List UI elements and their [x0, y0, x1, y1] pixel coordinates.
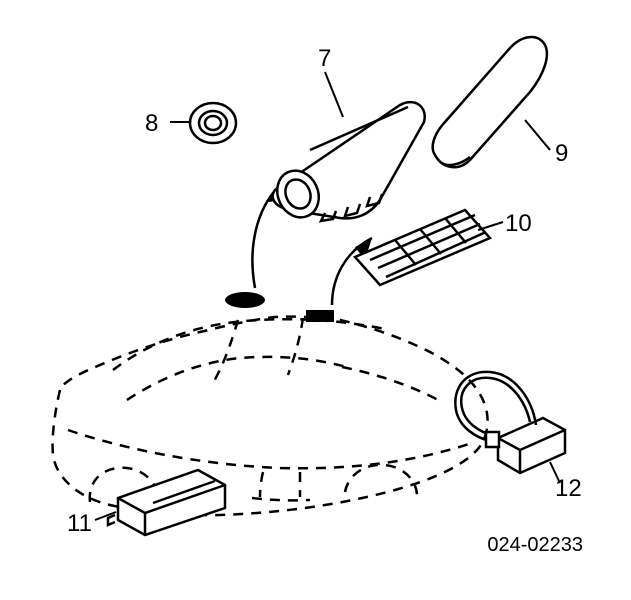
part-9-cover	[433, 37, 547, 167]
callout-label-11: 11	[67, 510, 92, 538]
roof-mount-spot-rear	[306, 310, 334, 322]
parts-diagram: 7 8 9 10 11 12 024-02233	[0, 0, 631, 600]
part-10-plate	[355, 210, 490, 285]
callout-label-12: 12	[555, 475, 582, 503]
part-12-connector	[455, 372, 565, 473]
callout-label-9: 9	[555, 140, 568, 168]
part-8-nut	[190, 103, 236, 143]
callout-label-8: 8	[145, 110, 158, 138]
leader-lines	[95, 72, 560, 520]
diagram-svg	[0, 0, 631, 600]
diagram-id: 024-02233	[487, 534, 583, 557]
part-7-antenna-base	[270, 102, 425, 224]
callout-label-10: 10	[505, 210, 532, 238]
car-body-outline	[53, 317, 488, 516]
part-11-module	[108, 470, 225, 535]
callout-label-7: 7	[318, 45, 331, 73]
roof-mount-spot-front	[225, 292, 265, 308]
